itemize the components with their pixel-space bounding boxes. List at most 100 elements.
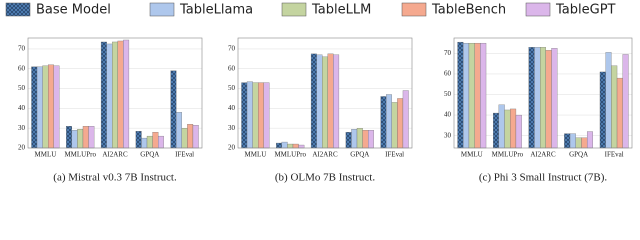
caption: (c) Phi 3 Small Instruct (7B). <box>479 172 608 184</box>
bar <box>468 42 475 149</box>
legend-label: TableBench <box>431 3 506 18</box>
y-tick-label: 30 <box>228 124 236 132</box>
x-tick-label: AI2ARC <box>102 151 128 159</box>
bar <box>345 131 352 149</box>
y-tick-label: 60 <box>444 70 452 78</box>
figure: Base Model TableLlama TableLLM TableBench Ta… <box>5 2 633 184</box>
bar <box>333 54 340 149</box>
bar <box>71 130 78 149</box>
bar <box>534 47 541 149</box>
legend-swatch <box>149 2 175 17</box>
bar <box>152 131 159 149</box>
bar <box>287 143 294 149</box>
bar <box>36 66 43 149</box>
x-tick-label: GPQA <box>569 151 588 159</box>
bar <box>391 102 398 149</box>
bar <box>82 126 89 149</box>
caption: (b) OLMo 7B Instruct. <box>275 172 375 184</box>
y-tick-label: 50 <box>444 90 452 98</box>
bar <box>181 128 188 149</box>
bar <box>356 128 363 149</box>
x-tick-label: AI2ARC <box>530 151 556 159</box>
legend-label: TableGPT <box>555 3 616 18</box>
y-tick-label: 50 <box>18 84 26 92</box>
y-tick-label: 40 <box>18 104 26 112</box>
bar <box>123 39 130 149</box>
x-tick-label: GPQA <box>140 151 159 159</box>
legend-swatch <box>281 2 307 17</box>
y-tick-label: 40 <box>228 104 236 112</box>
bar <box>504 109 511 149</box>
bar <box>386 94 392 149</box>
y-tick-label: 70 <box>444 49 452 57</box>
bar <box>586 131 593 149</box>
bar <box>135 131 142 149</box>
legend-label: TableLLM <box>311 3 371 18</box>
bar <box>310 53 317 149</box>
bar <box>276 142 282 149</box>
legend-swatch <box>525 2 551 17</box>
legend-label: Base Model <box>36 3 111 18</box>
plot-frame <box>237 37 413 149</box>
x-tick-label: IFEval <box>385 151 404 159</box>
y-tick-label: 70 <box>18 45 26 53</box>
bar <box>599 71 606 149</box>
bar <box>351 129 358 149</box>
x-tick-label: MMLUPro <box>492 151 524 159</box>
x-tick-label: IFEval <box>605 151 624 159</box>
bar <box>480 42 487 149</box>
x-tick-label: IFEval <box>175 151 194 159</box>
x-tick-label: AI2ARC <box>312 151 338 159</box>
y-tick-label: 20 <box>228 144 236 152</box>
bar <box>298 144 305 149</box>
bar <box>569 133 576 149</box>
x-tick-label: MMLU <box>245 151 267 159</box>
x-tick-label: GPQA <box>350 151 369 159</box>
bar <box>53 65 60 149</box>
bar <box>246 81 253 149</box>
bar <box>141 137 148 149</box>
bar <box>402 90 409 149</box>
bar <box>112 41 118 149</box>
bar <box>241 82 248 149</box>
bar <box>77 129 84 149</box>
bar <box>176 112 182 149</box>
bar <box>605 52 612 149</box>
bar <box>564 133 571 149</box>
bar <box>187 124 194 149</box>
bar <box>622 54 629 149</box>
bar <box>42 65 49 149</box>
y-tick-label: 40 <box>444 111 452 119</box>
bar <box>146 135 153 149</box>
bar <box>316 54 323 149</box>
bar <box>474 42 481 149</box>
bar <box>252 82 259 149</box>
plot-frame <box>453 37 633 149</box>
y-tick-label: 70 <box>228 45 236 53</box>
y-tick-label: 50 <box>228 84 236 92</box>
bar <box>368 130 374 149</box>
y-tick-label: 30 <box>18 124 26 132</box>
plot-frame <box>27 37 203 149</box>
bar <box>117 40 124 149</box>
bar <box>498 104 505 149</box>
bar <box>540 47 546 149</box>
bar <box>551 48 558 149</box>
caption: (a) Mistral v0.3 7B Instruct. <box>53 172 177 184</box>
bar <box>545 50 552 149</box>
y-tick-label: 60 <box>18 64 26 72</box>
bar <box>170 70 177 149</box>
bar <box>510 108 517 149</box>
bar <box>158 135 164 149</box>
bar <box>66 126 72 149</box>
bar <box>581 137 588 149</box>
bar <box>263 82 270 149</box>
bar <box>258 82 264 149</box>
x-tick-label: MMLU <box>35 151 57 159</box>
bar <box>611 65 618 149</box>
x-tick-label: MMLUPro <box>274 151 306 159</box>
bar <box>528 47 535 149</box>
legend-label: TableLlama <box>179 3 253 18</box>
bar <box>463 42 470 149</box>
bar <box>100 41 107 149</box>
